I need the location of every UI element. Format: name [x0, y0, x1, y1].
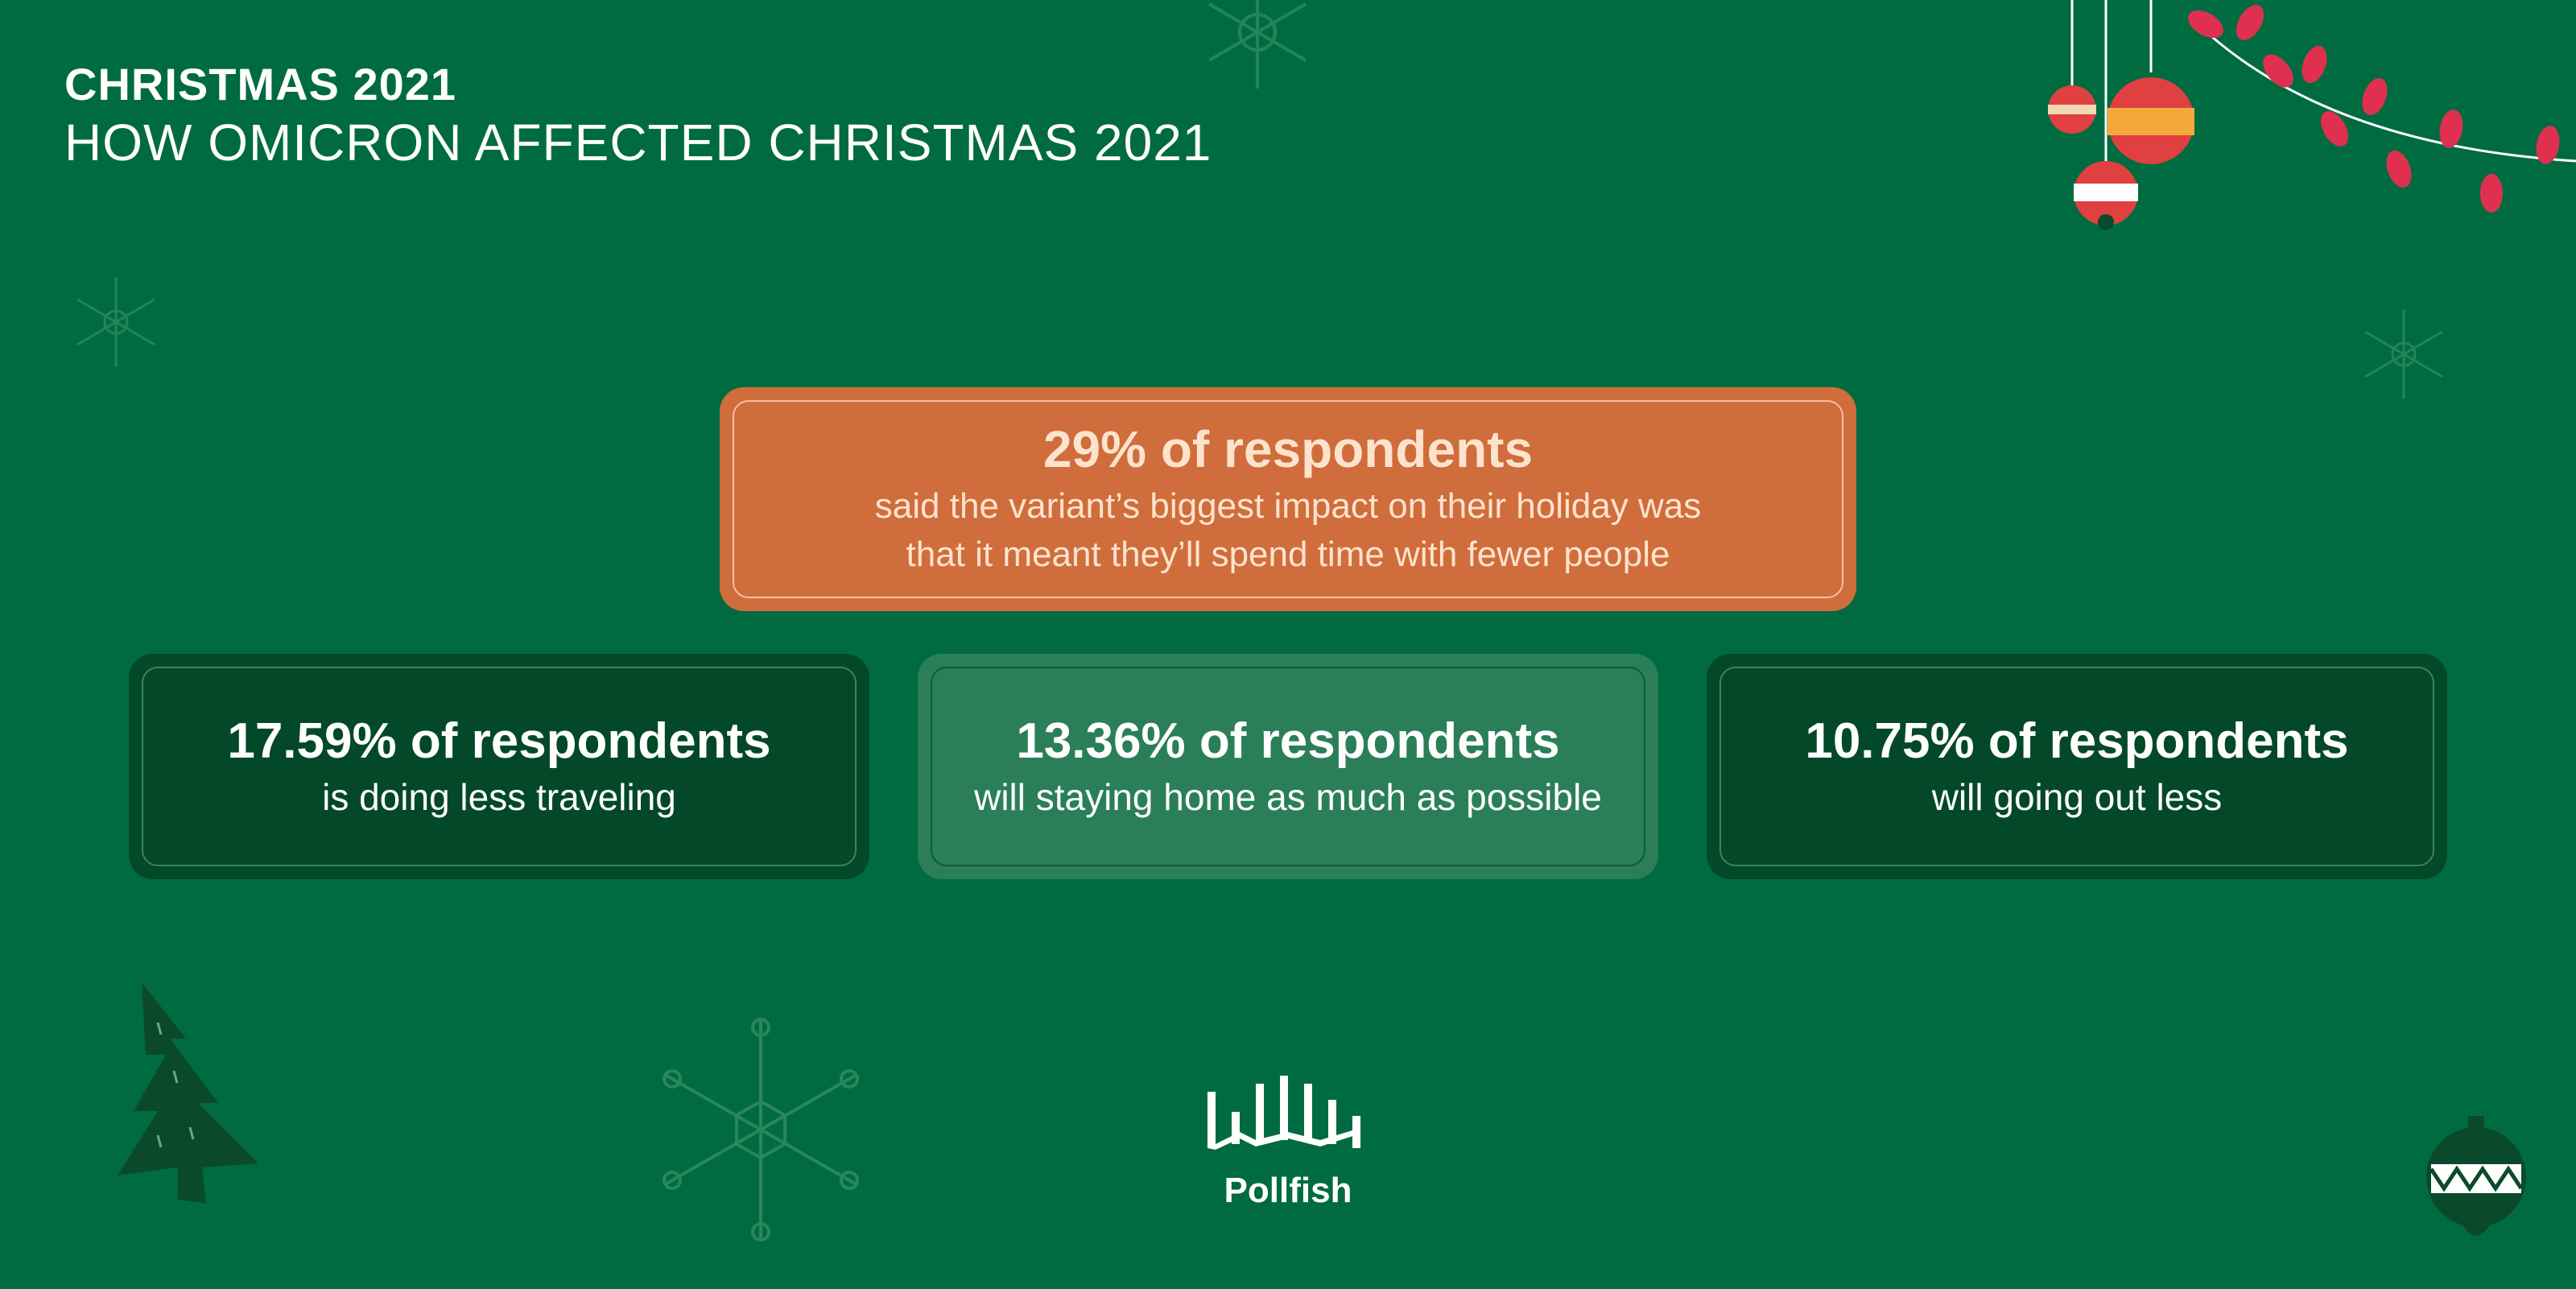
stat-description: is doing less traveling [322, 775, 676, 818]
stat-headline: 29% of respondents [1042, 420, 1534, 478]
stat-description-line: that it meant they’ll spend time with fe… [906, 535, 1670, 574]
stat-headline: 10.75% of respondents [1805, 713, 2349, 769]
snowflake-icon [1208, 0, 1307, 89]
stat-description: will going out less [1931, 775, 2223, 818]
stat-card-middle: 13.36% of respondents will staying home … [918, 654, 1658, 879]
pollfish-logo: Pollfish [1208, 1076, 1368, 1221]
stat-headline: 13.36% of respondents [1016, 713, 1560, 769]
stat-card-top: 29% of respondents said the variant’s bi… [720, 387, 1856, 611]
snowflake-icon [76, 278, 155, 366]
brand-name: Pollfish [1224, 1171, 1352, 1210]
snowflake-icon [663, 1018, 859, 1241]
stat-headline: 17.59% of respondents [227, 713, 771, 769]
pollfish-logo-icon [1208, 1076, 1360, 1150]
stat-card-left: 17.59% of respondents is doing less trav… [129, 654, 869, 879]
hanging-bauble-icon [2048, 0, 2194, 230]
snowflake-icon [2364, 310, 2443, 399]
stat-card-inner: 17.59% of respondents is doing less trav… [142, 667, 857, 866]
ornament-icon [2426, 1116, 2526, 1236]
page-title: CHRISTMAS 2021 [64, 59, 457, 109]
stat-card-inner: 13.36% of respondents will staying home … [931, 667, 1645, 866]
stat-card-inner: 29% of respondents said the variant’s bi… [733, 400, 1843, 598]
stat-card-right: 10.75% of respondents will going out les… [1707, 654, 2447, 879]
string-lights-icon [2188, 5, 2576, 213]
stat-description: will staying home as much as possible [974, 775, 1602, 818]
stat-card-inner: 10.75% of respondents will going out les… [1719, 667, 2434, 866]
christmas-tree-icon [118, 982, 258, 1204]
page-subtitle: HOW OMICRON AFFECTED CHRISTMAS 2021 [64, 114, 1212, 171]
stat-description-line: said the variant’s biggest impact on the… [874, 486, 1702, 526]
